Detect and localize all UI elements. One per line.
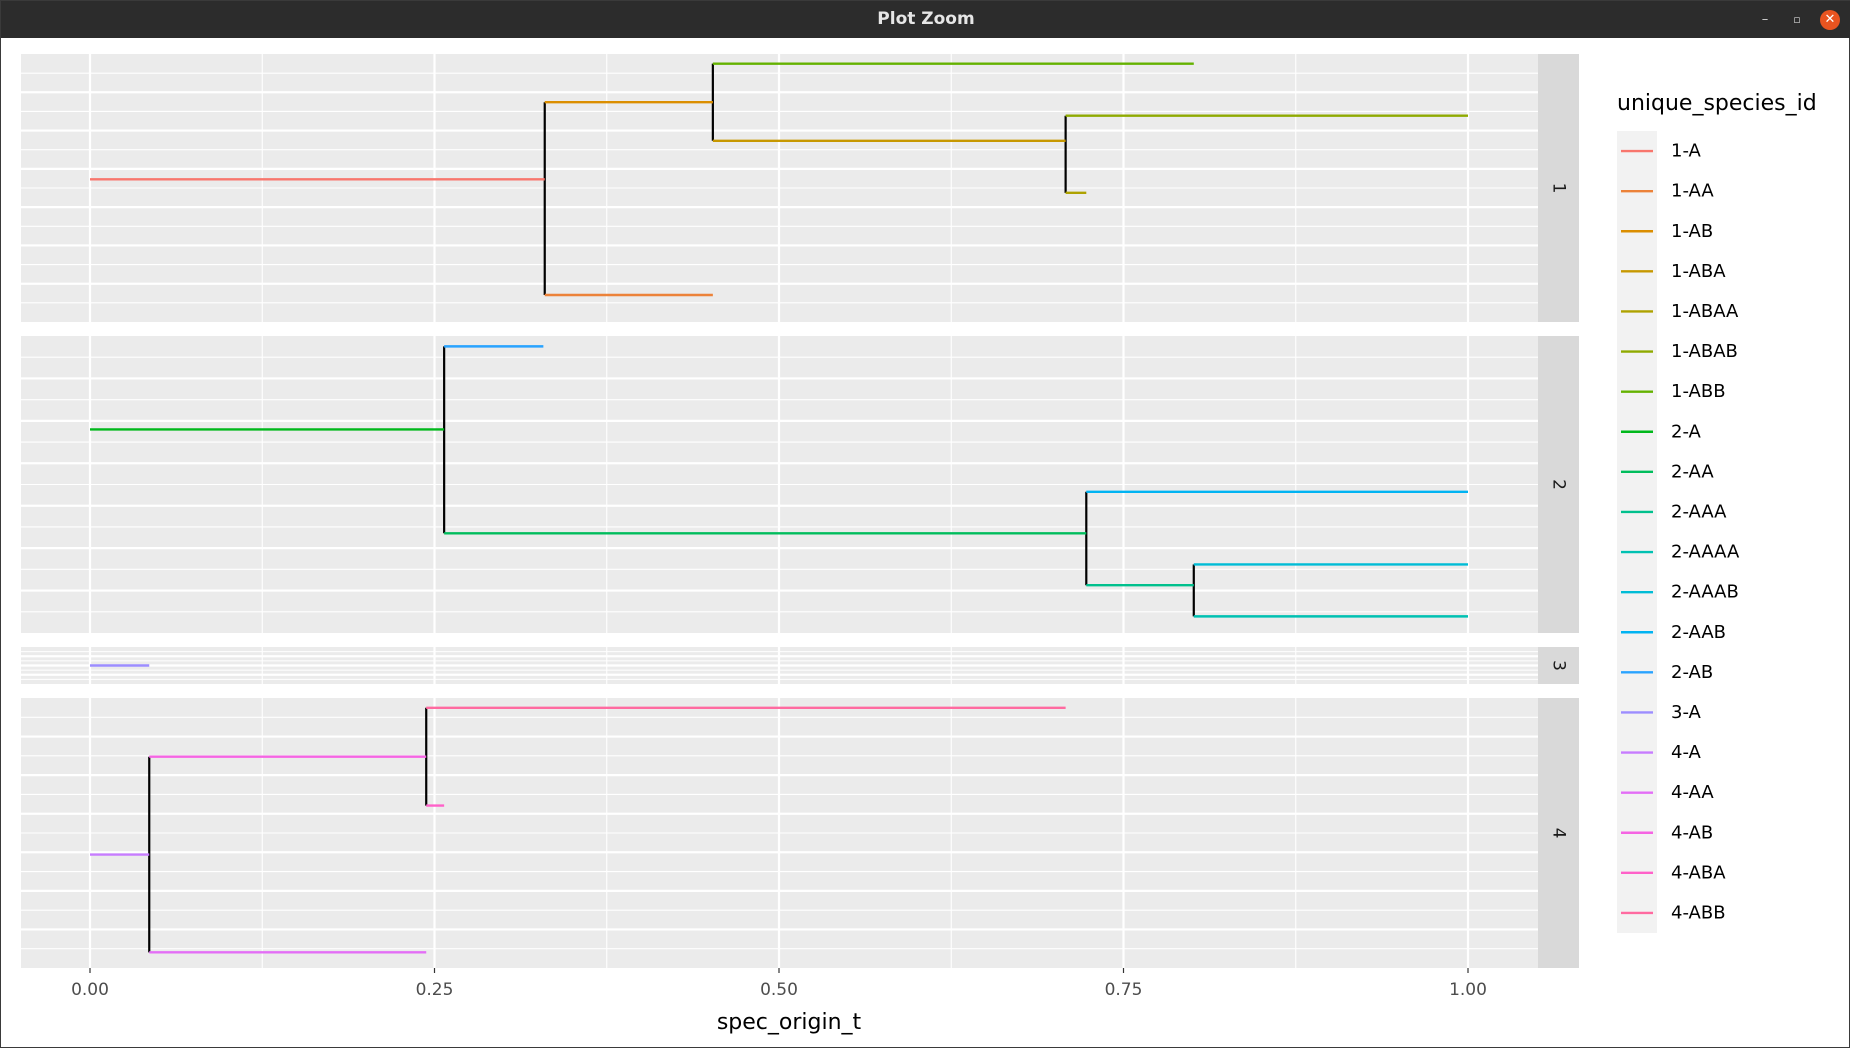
facet-strip xyxy=(1538,698,1579,968)
legend-label: 1-ABAB xyxy=(1671,341,1738,362)
legend-label: 2-AAB xyxy=(1671,622,1726,643)
facet-strip-label: 1 xyxy=(1549,183,1569,194)
x-tick-label: 0.25 xyxy=(416,980,454,1000)
legend-label: 2-AB xyxy=(1671,662,1713,683)
legend-label: 2-A xyxy=(1671,421,1702,442)
legend-label: 1-AA xyxy=(1671,181,1714,202)
legend-label: 2-AAA xyxy=(1671,501,1727,522)
facet-strip-label: 4 xyxy=(1549,828,1569,839)
x-axis-title: spec_origin_t xyxy=(717,1010,862,1035)
facet-strip-label: 2 xyxy=(1549,479,1569,490)
legend-label: 4-AB xyxy=(1671,822,1713,843)
plot-area: 1 2 3 4 0.00 0.25 0.50 0.75 1.00 spec_origin_t uni… xyxy=(1,38,1850,1049)
maximize-icon[interactable]: ▫ xyxy=(1793,13,1801,26)
legend-label: 2-AAAA xyxy=(1671,542,1740,563)
legend-title: unique_species_id xyxy=(1617,91,1817,116)
legend-label: 1-A xyxy=(1671,141,1702,162)
window-title: Plot Zoom xyxy=(877,9,975,29)
legend-label: 4-AA xyxy=(1671,782,1714,803)
facet-strip xyxy=(1538,647,1579,684)
legend-label: 3-A xyxy=(1671,702,1702,723)
legend-label: 4-A xyxy=(1671,742,1702,763)
x-tick-label: 0.50 xyxy=(760,980,798,1000)
legend-label: 1-AB xyxy=(1671,221,1713,242)
minimize-icon[interactable]: – xyxy=(1761,12,1769,27)
legend-label: 1-ABA xyxy=(1671,261,1726,282)
legend-key-background xyxy=(1617,131,1657,933)
facet-strip xyxy=(1538,54,1579,322)
legend-label: 2-AA xyxy=(1671,461,1714,482)
facet-strip xyxy=(1538,336,1579,633)
facet-strip-label: 3 xyxy=(1549,660,1569,671)
x-tick-label: 1.00 xyxy=(1449,980,1487,1000)
legend-label: 4-ABB xyxy=(1671,902,1726,923)
faceted-tree-chart: 1 2 3 4 0.00 0.25 0.50 0.75 1.00 spec_origin_t uni… xyxy=(21,54,1817,1035)
x-tick-label: 0.00 xyxy=(71,980,109,1000)
close-icon[interactable]: ✕ xyxy=(1820,10,1840,30)
x-tick-label: 0.75 xyxy=(1105,980,1143,1000)
legend-label: 1-ABAA xyxy=(1671,301,1739,322)
legend-label: 2-AAAB xyxy=(1671,582,1739,603)
title-bar: Plot Zoom – ▫ ✕ xyxy=(1,1,1850,38)
legend-label: 1-ABB xyxy=(1671,381,1726,402)
legend-label: 4-ABA xyxy=(1671,862,1726,883)
